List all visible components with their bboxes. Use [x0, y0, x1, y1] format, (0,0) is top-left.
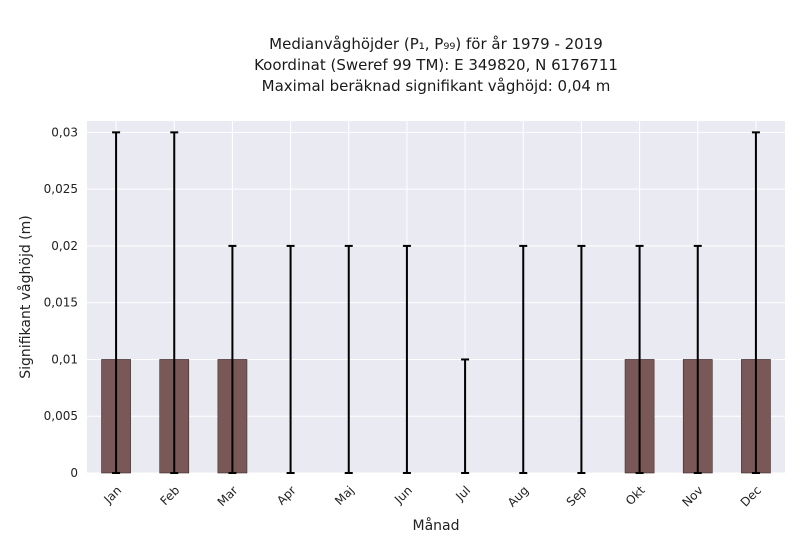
- x-tick-label-aug: Aug: [505, 483, 531, 509]
- x-tick-label-maj: Maj: [332, 483, 357, 508]
- error-bar-sep: [577, 244, 586, 474]
- chart-title: Medianvåghöjder (P₁, P₉₉) för år 1979 - …: [269, 35, 603, 53]
- x-tick-label-okt: Okt: [623, 483, 648, 508]
- error-bar-jan: [112, 131, 121, 474]
- y-tick-label-1: 0,005: [44, 409, 78, 423]
- x-axis-label: Månad: [413, 517, 460, 534]
- x-tick-label-dec: Dec: [738, 483, 764, 509]
- x-tick-label-jan: Jan: [101, 483, 125, 507]
- error-bar-apr: [286, 244, 295, 474]
- x-tick-labels: Jan Feb Mar Apr Maj Jun Jul Aug Sep Okt Nov Dec: [101, 483, 765, 510]
- x-tick-label-feb: Feb: [157, 483, 182, 508]
- x-tick-label-jul: Jul: [452, 483, 473, 504]
- x-tick-label-nov: Nov: [679, 483, 705, 509]
- error-bars: [112, 131, 760, 474]
- y-axis-label: Signifikant våghöjd (m): [17, 215, 34, 378]
- x-tick-label-sep: Sep: [564, 483, 590, 509]
- error-bar-feb: [170, 131, 179, 474]
- error-bar-jul: [461, 358, 470, 474]
- error-bar-nov: [693, 244, 702, 474]
- error-bar-aug: [519, 244, 528, 474]
- error-bar-dec: [751, 131, 760, 474]
- y-tick-label-3: 0,015: [44, 296, 78, 310]
- y-tick-labels: 0 0,005 0,01 0,015 0,02 0,025 0,03: [44, 125, 78, 480]
- x-tick-label-mar: Mar: [215, 483, 241, 509]
- chart-title-block: Medianvåghöjder (P₁, P₉₉) för år 1979 - …: [0, 34, 800, 97]
- error-bar-okt: [635, 244, 644, 474]
- y-tick-label-6: 0,03: [51, 125, 78, 139]
- y-tick-label-5: 0,025: [44, 182, 78, 196]
- y-tick-label-2: 0,01: [51, 352, 78, 366]
- error-bar-jun: [402, 244, 411, 474]
- chart-subtitle-coordinate: Koordinat (Sweref 99 TM): E 349820, N 61…: [254, 56, 618, 74]
- plot-background: [87, 121, 785, 473]
- y-tick-label-4: 0,02: [51, 239, 78, 253]
- x-tick-label-jun: Jun: [391, 483, 415, 507]
- y-tick-label-0: 0: [70, 466, 78, 480]
- chart-subtitle-max-height: Maximal beräknad signifikant våghöjd: 0,…: [261, 77, 611, 95]
- error-bar-maj: [344, 244, 353, 474]
- x-tick-label-apr: Apr: [274, 483, 299, 508]
- error-bar-mar: [228, 244, 237, 474]
